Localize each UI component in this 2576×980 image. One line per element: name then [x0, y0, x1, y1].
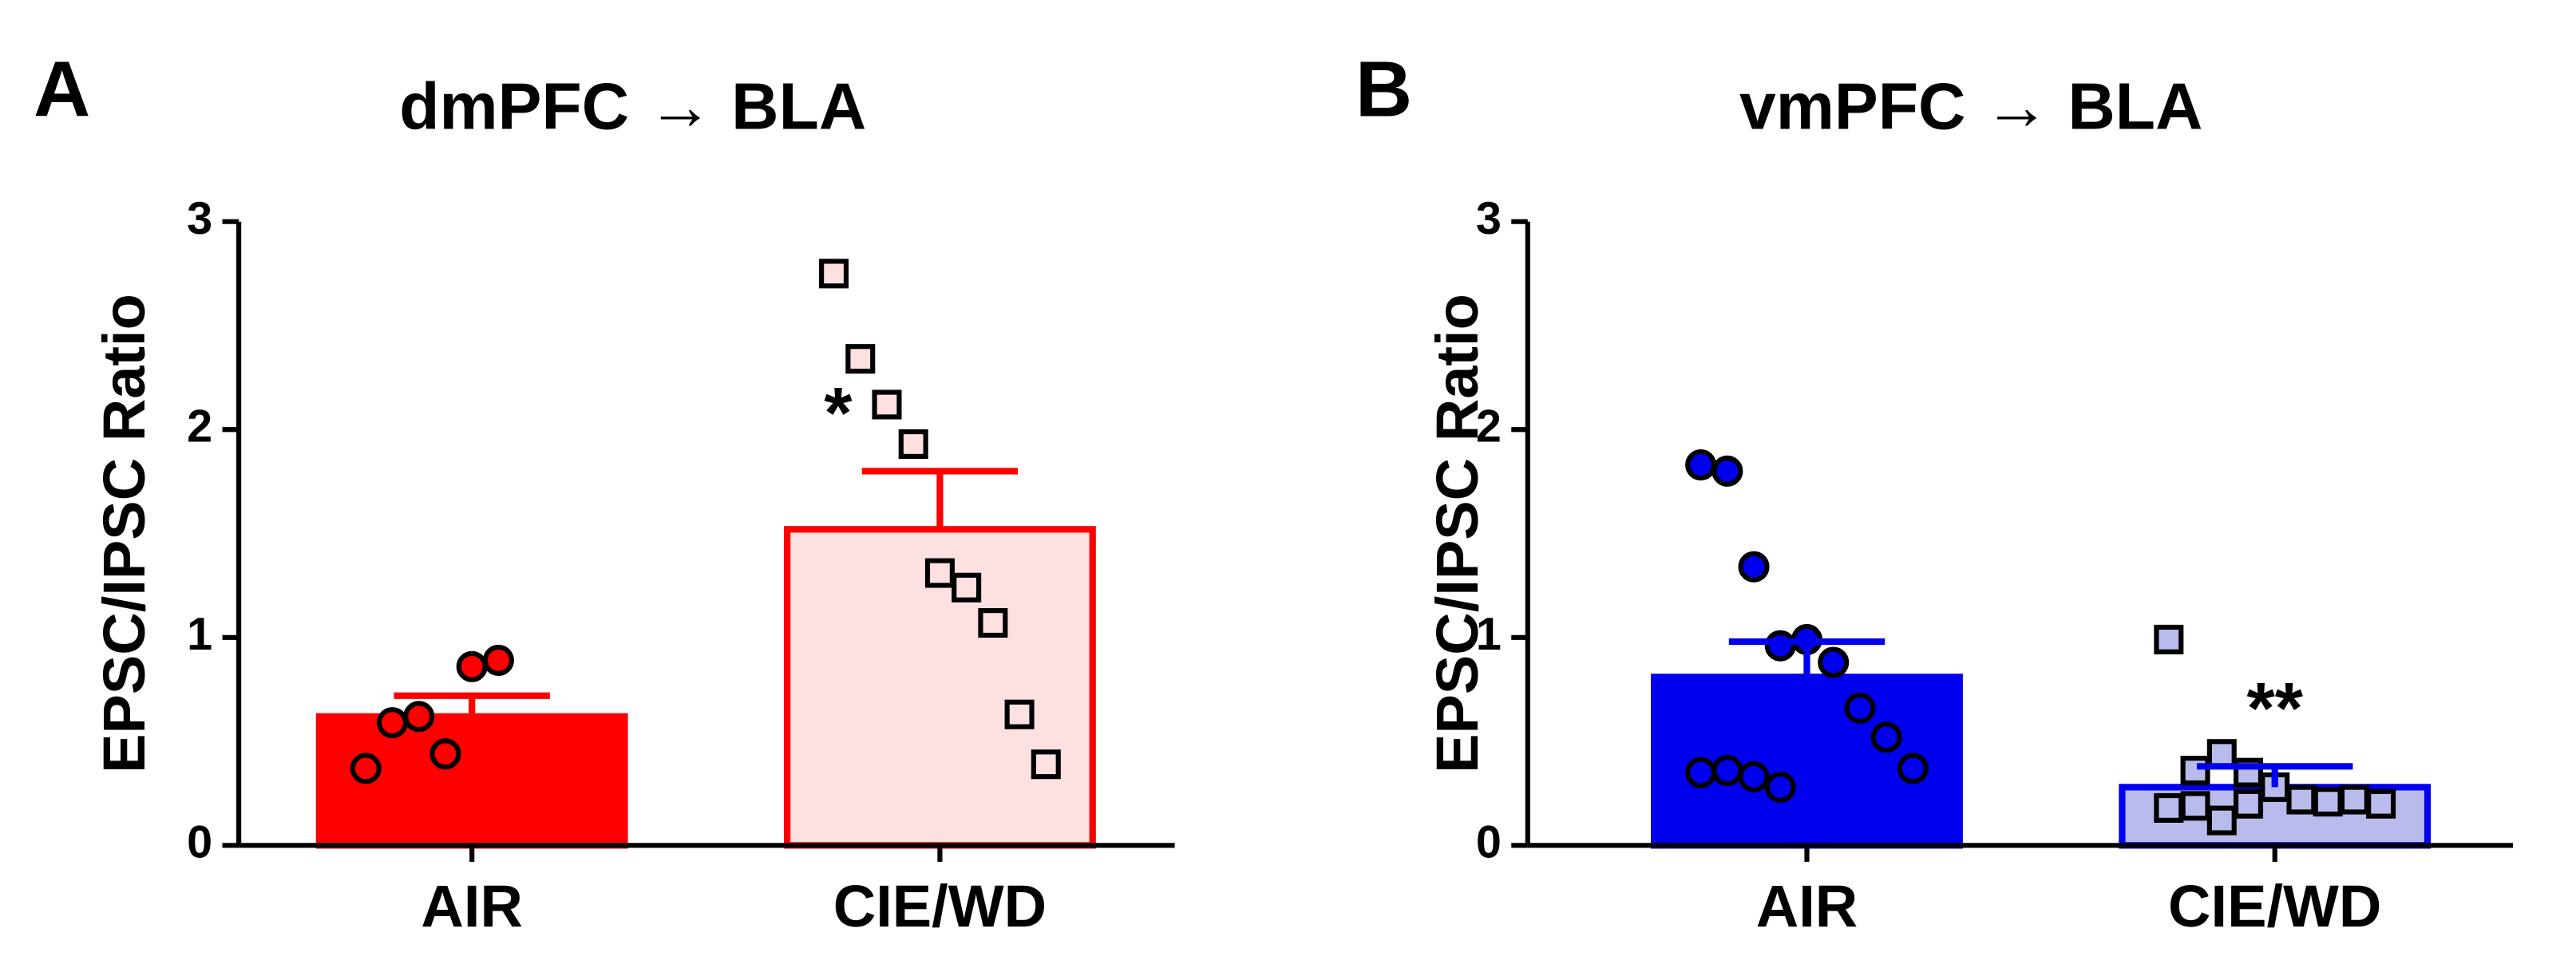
data-point [1031, 749, 1061, 780]
x-tick-label: CIE/WD [833, 873, 1047, 939]
data-point [2206, 805, 2237, 836]
data-point [2180, 791, 2210, 821]
data-point [924, 558, 955, 588]
error-bar [861, 468, 1019, 530]
error-bar [2197, 763, 2353, 788]
y-tick-label: 0 [187, 817, 212, 868]
x-tick-label: AIR [1756, 873, 1858, 939]
data-point [2154, 792, 2184, 823]
data-point [2313, 787, 2343, 817]
data-point [819, 259, 849, 289]
data-point [1738, 551, 1770, 583]
data-point [2180, 756, 2210, 786]
y-tick-label: 2 [1476, 401, 1502, 452]
data-point [1764, 771, 1796, 803]
data-point [1818, 646, 1850, 678]
data-point [1685, 757, 1717, 788]
data-point [1004, 699, 1035, 729]
data-point [978, 608, 1008, 638]
data-point [2339, 784, 2369, 815]
panel-label: A [34, 45, 90, 132]
y-tick-label: 1 [1476, 609, 1502, 660]
y-tick-label: 1 [187, 609, 212, 660]
data-point [350, 753, 382, 784]
significance-label: * [824, 373, 853, 453]
error-bar [394, 692, 550, 717]
data-point [2366, 788, 2396, 819]
data-point [1685, 449, 1717, 481]
data-point [1711, 455, 1743, 487]
data-point [2206, 739, 2237, 769]
data-point [2154, 624, 2184, 654]
y-tick-label: 3 [187, 193, 212, 244]
data-point [952, 572, 982, 603]
data-point [1738, 761, 1770, 792]
y-axis-label: EPSC/IPSC Ratio [1424, 294, 1490, 773]
data-point [872, 389, 902, 420]
data-point [456, 650, 488, 682]
data-point [1844, 692, 1876, 724]
x-tick-label: CIE/WD [2168, 873, 2381, 939]
data-point [482, 644, 514, 676]
y-tick-label: 2 [187, 401, 212, 452]
data-point [1897, 753, 1929, 784]
data-point [845, 344, 876, 374]
data-point [1870, 721, 1902, 753]
data-point [2286, 784, 2317, 815]
significance-label: ** [2247, 668, 2304, 749]
error-bar [1728, 638, 1886, 678]
data-point [376, 707, 409, 739]
y-axis-label: EPSC/IPSC Ratio [91, 294, 157, 773]
panel-label: B [1355, 45, 1412, 132]
data-point [403, 701, 435, 733]
data-point [429, 738, 461, 770]
data-point [1764, 630, 1796, 662]
chart-title: vmPFC → BLA [1739, 71, 2202, 144]
data-point [2233, 788, 2264, 819]
chart-title: dmPFC → BLA [399, 71, 866, 144]
data-point [898, 429, 928, 459]
data-point [1711, 754, 1743, 787]
y-tick-label: 3 [1476, 193, 1502, 244]
x-tick-label: AIR [421, 873, 523, 939]
y-tick-label: 0 [1476, 817, 1502, 868]
